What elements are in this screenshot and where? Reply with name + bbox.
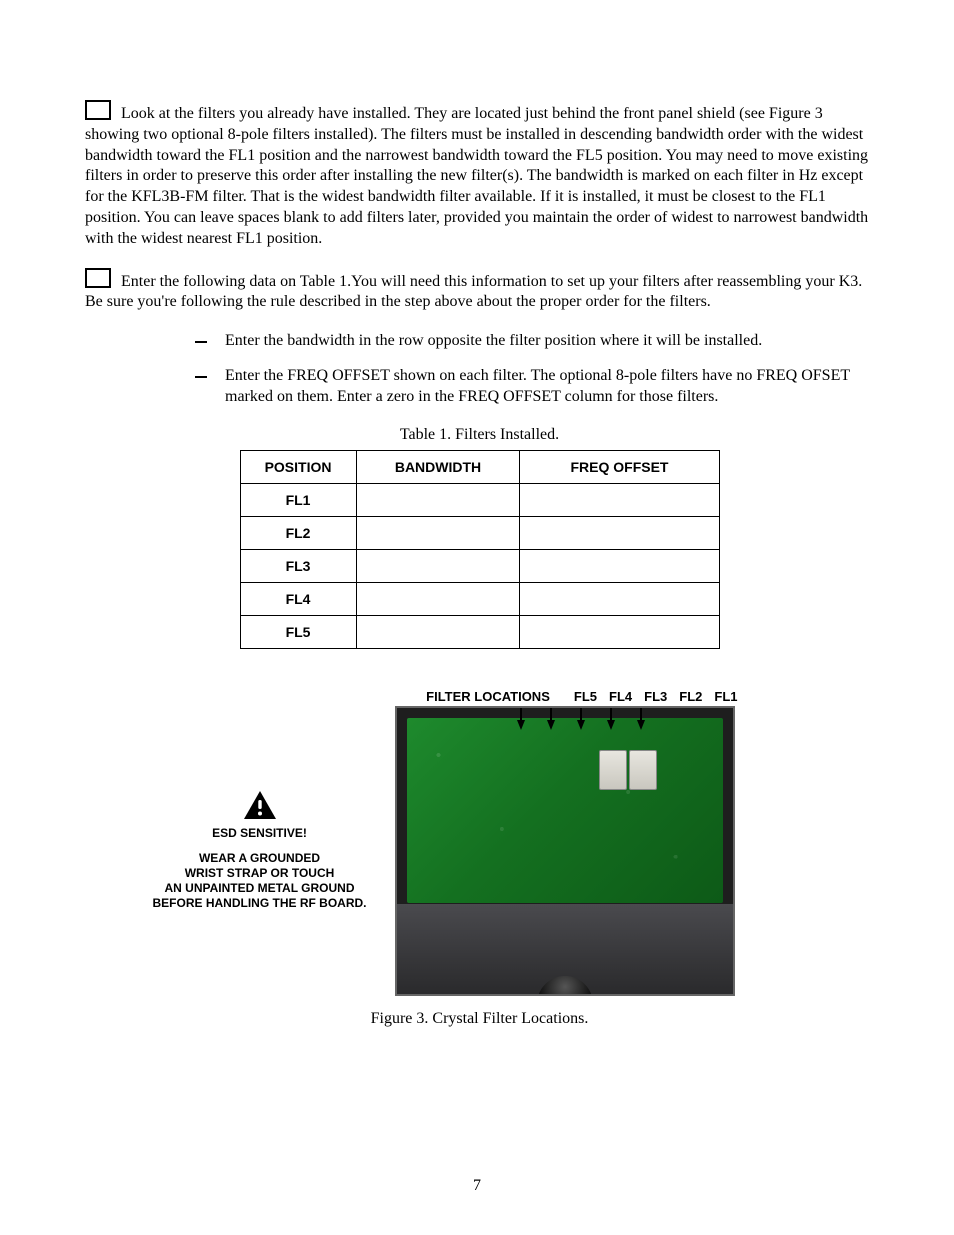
cell-position: FL1 bbox=[240, 483, 356, 516]
cell-freq-offset bbox=[520, 483, 719, 516]
bullet2-text: Enter the FREQ OFFSET shown on each filt… bbox=[225, 367, 850, 405]
esd-line: AN UNPAINTED METAL GROUND bbox=[145, 881, 375, 896]
cell-bandwidth bbox=[356, 549, 520, 582]
filter-locations-label-row: FILTER LOCATIONS FL5 FL4 FL3 FL2 FL1 bbox=[178, 689, 782, 704]
header-bandwidth: BANDWIDTH bbox=[356, 450, 520, 483]
checkbox-icon bbox=[85, 268, 111, 288]
table-row: FL2 bbox=[240, 516, 719, 549]
document-page: Look at the filters you already have ins… bbox=[0, 0, 954, 1235]
bullet-item-1: Enter the bandwidth in the row opposite … bbox=[195, 331, 874, 352]
sub-bullet-list: Enter the bandwidth in the row opposite … bbox=[195, 331, 874, 407]
fl-label: FL4 bbox=[609, 689, 632, 704]
spacer bbox=[145, 841, 375, 851]
cell-freq-offset bbox=[520, 615, 719, 648]
header-position: POSITION bbox=[240, 450, 356, 483]
cell-position: FL3 bbox=[240, 549, 356, 582]
cell-position: FL2 bbox=[240, 516, 356, 549]
fl-label: FL5 bbox=[574, 689, 597, 704]
pcb-region bbox=[407, 718, 723, 903]
step-paragraph-1: Look at the filters you already have ins… bbox=[85, 100, 874, 250]
board-photo bbox=[395, 706, 735, 996]
cell-position: FL5 bbox=[240, 615, 356, 648]
filter-module-icon bbox=[629, 750, 657, 790]
step2-text: Enter the following data on Table 1.You … bbox=[85, 273, 862, 311]
figure-block: FILTER LOCATIONS FL5 FL4 FL3 FL2 FL1 ESD… bbox=[85, 689, 874, 1028]
table-caption: Table 1. Filters Installed. bbox=[85, 426, 874, 444]
arrow-down-icon bbox=[547, 720, 555, 730]
table-row: FL1 bbox=[240, 483, 719, 516]
cell-bandwidth bbox=[356, 615, 520, 648]
cell-position: FL4 bbox=[240, 582, 356, 615]
arrow-down-icon bbox=[637, 720, 645, 730]
checkbox-icon bbox=[85, 100, 111, 120]
fl-label: FL1 bbox=[714, 689, 737, 704]
fl-label: FL3 bbox=[644, 689, 667, 704]
cell-bandwidth bbox=[356, 582, 520, 615]
step-paragraph-2: Enter the following data on Table 1.You … bbox=[85, 268, 874, 314]
esd-warning: ESD SENSITIVE! WEAR A GROUNDED WRIST STR… bbox=[145, 790, 375, 911]
arrow-down-icon bbox=[517, 720, 525, 730]
arrow-down-icon bbox=[577, 720, 585, 730]
table-row: FL3 bbox=[240, 549, 719, 582]
filters-table: POSITION BANDWIDTH FREQ OFFSET FL1 FL2 F… bbox=[240, 450, 720, 649]
esd-line: WRIST STRAP OR TOUCH bbox=[145, 866, 375, 881]
page-number: 7 bbox=[0, 1177, 954, 1195]
bullet1-text: Enter the bandwidth in the row opposite … bbox=[225, 332, 762, 349]
cell-bandwidth bbox=[356, 483, 520, 516]
table-row: FL5 bbox=[240, 615, 719, 648]
arrow-down-icon bbox=[607, 720, 615, 730]
table-row: FL4 bbox=[240, 582, 719, 615]
step1-text: Look at the filters you already have ins… bbox=[85, 105, 868, 247]
warning-icon bbox=[243, 790, 277, 820]
cell-freq-offset bbox=[520, 549, 719, 582]
bullet-item-2: Enter the FREQ OFFSET shown on each filt… bbox=[195, 366, 874, 408]
esd-line: BEFORE HANDLING THE RF BOARD. bbox=[145, 896, 375, 911]
cell-bandwidth bbox=[356, 516, 520, 549]
figure-row: ESD SENSITIVE! WEAR A GROUNDED WRIST STR… bbox=[145, 706, 735, 996]
fl-label: FL2 bbox=[679, 689, 702, 704]
table-header-row: POSITION BANDWIDTH FREQ OFFSET bbox=[240, 450, 719, 483]
cell-freq-offset bbox=[520, 516, 719, 549]
figure-caption: Figure 3. Crystal Filter Locations. bbox=[371, 1010, 589, 1028]
esd-line: WEAR A GROUNDED bbox=[145, 851, 375, 866]
filter-locations-label: FILTER LOCATIONS bbox=[426, 689, 550, 704]
header-freq-offset: FREQ OFFSET bbox=[520, 450, 719, 483]
esd-title: ESD SENSITIVE! bbox=[145, 826, 375, 841]
filter-module-icon bbox=[599, 750, 627, 790]
cell-freq-offset bbox=[520, 582, 719, 615]
